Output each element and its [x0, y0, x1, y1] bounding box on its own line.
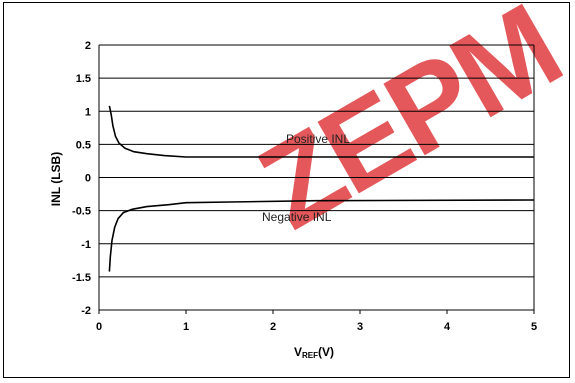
x-tick-label: 0 [96, 321, 102, 333]
series-lines [108, 105, 535, 272]
y-tick-label: 2 [85, 40, 91, 52]
series-line-negative-inl [108, 199, 535, 272]
x-tick-label: 4 [444, 321, 451, 333]
axes [98, 45, 535, 314]
x-tick-label: 1 [183, 321, 189, 333]
x-axis-title: VREF(V) [294, 345, 334, 360]
x-axis-title-rest: (V) [318, 345, 334, 359]
y-tick-label: -2 [81, 305, 91, 317]
series-label-negative: Negative INL [262, 210, 332, 224]
y-tick-label: -1 [81, 239, 91, 251]
tick-labels: 2 1.5 1 0.5 0 -0.5 -1 -1.5 -2 0 1 2 3 4 5 [72, 40, 537, 333]
y-tick-label: 1.5 [76, 73, 91, 85]
x-tick-label: 2 [270, 321, 276, 333]
series-line-positive-inl [108, 105, 534, 158]
y-tick-label: -1.5 [72, 272, 91, 284]
chart-frame: ZEPM 2 1.5 1 0.5 0 -0.5 -1 -1.5 -2 0 1 2 3 4 5 INL (LS… [3, 2, 571, 378]
y-tick-label: 0.5 [76, 139, 91, 151]
chart-svg: ZEPM 21.510.50-0.5-1-1.5-20 1 2 3 4 5 INL (LS… [49, 3, 571, 360]
x-tick-label: 5 [531, 321, 537, 333]
x-axis-title-sub: REF [302, 351, 318, 360]
series-label-positive: Positive INL [286, 132, 350, 146]
x-axis-title-main: V [294, 345, 302, 359]
y-axis-title: INL (LSB) [49, 152, 63, 206]
y-tick-label: 1 [85, 106, 91, 118]
grid-lines [99, 44, 534, 311]
y-tick-label: 0 [85, 173, 91, 185]
y-tick-label: -0.5 [72, 206, 91, 218]
x-tick-label: 3 [357, 321, 363, 333]
